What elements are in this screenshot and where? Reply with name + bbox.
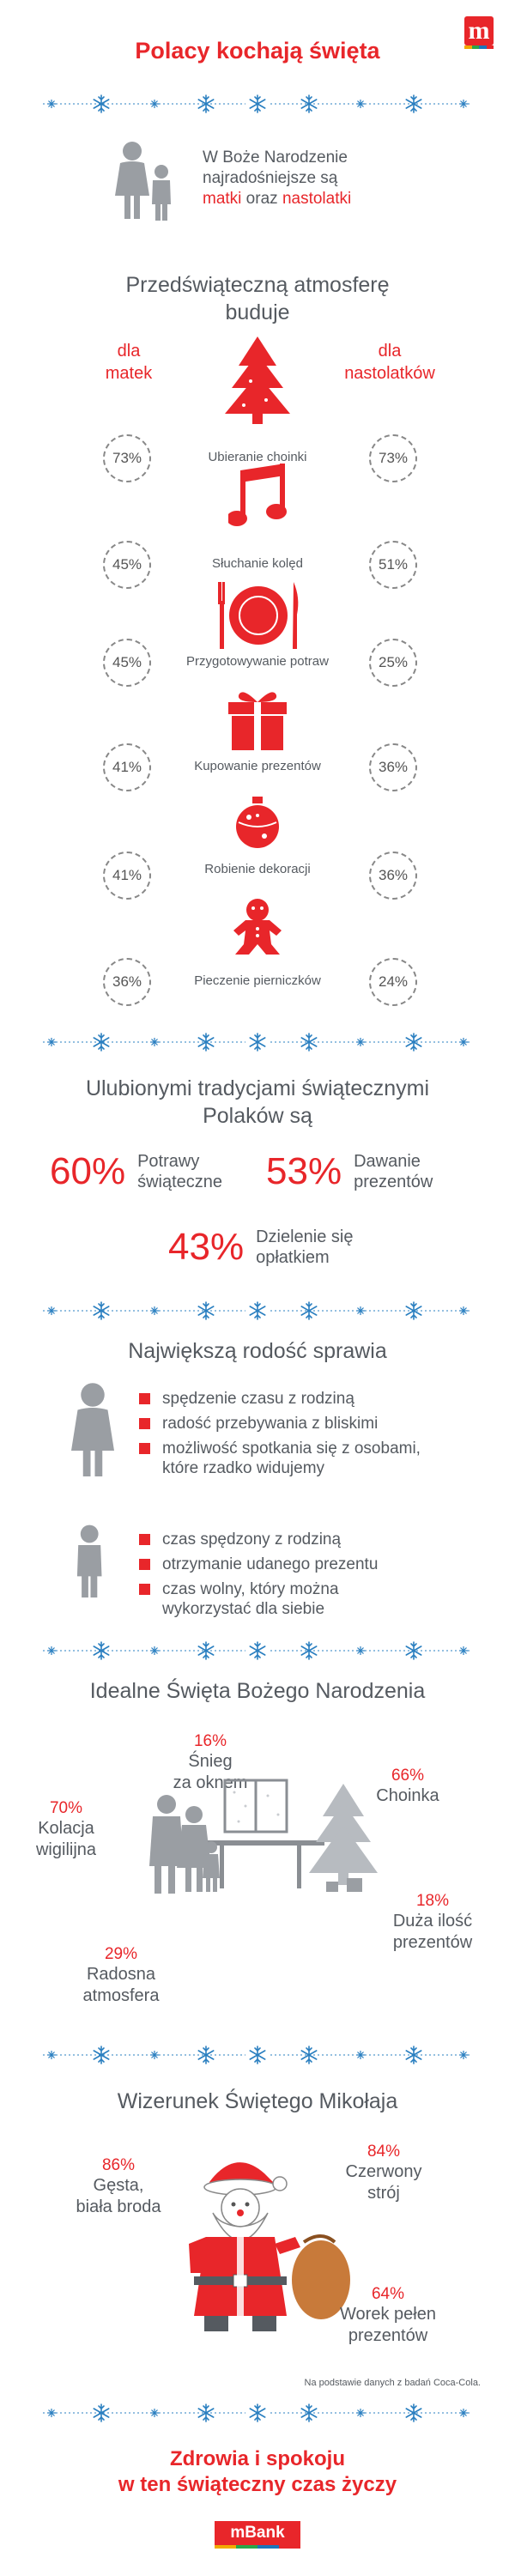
teens-pct-5: 36% bbox=[369, 852, 417, 900]
mothers-pct-2: 45% bbox=[103, 541, 151, 589]
santa-bag: 64% Worek pełen prezentów bbox=[340, 2285, 436, 2345]
ideal-tree: 66% Choinka bbox=[376, 1767, 439, 1805]
plate-cutlery-icon bbox=[218, 582, 299, 649]
footer-logo-stripe bbox=[215, 2545, 300, 2549]
santa-heading: Wizerunek Świętego Mikołaja bbox=[117, 2089, 398, 2113]
snowflake-divider-3 bbox=[43, 1301, 472, 1320]
santa-beard: 86% Gęsta, biała broda bbox=[76, 2156, 161, 2216]
logo-letter: m bbox=[468, 16, 490, 45]
teens-pct-4: 36% bbox=[369, 743, 417, 791]
mothers-joy-list: spędzenie czasu z rodziną radość przebyw… bbox=[139, 1389, 482, 1483]
snowflake-divider-5 bbox=[43, 2046, 472, 2064]
activity-label-5: Robienie dekoracji bbox=[204, 862, 311, 876]
teens-label: dla nastolatków bbox=[344, 342, 435, 383]
teens-pct-1: 73% bbox=[369, 434, 417, 482]
activity-label-6: Pieczenie pierniczków bbox=[194, 973, 321, 988]
brand-name: mBank bbox=[230, 2524, 285, 2542]
intro-line-2: najradośniejsze są bbox=[203, 169, 338, 187]
gift-icon bbox=[228, 692, 287, 750]
source-note: Na podstawie danych z badań Coca-Cola. bbox=[304, 2378, 481, 2388]
ideal-heading: Idealne Święta Bożego Narodzenia bbox=[89, 1679, 426, 1703]
music-note-icon bbox=[228, 464, 287, 526]
christmas-tree-icon bbox=[225, 336, 290, 424]
teens-pct-6: 24% bbox=[369, 958, 417, 1006]
ideal-gifts: 18% Duża ilość prezentów bbox=[392, 1892, 473, 1952]
teens-pct-3: 25% bbox=[369, 639, 417, 687]
snowflake-divider-4 bbox=[43, 1641, 472, 1660]
teens-pct-2: 51% bbox=[369, 541, 417, 589]
snowflake-divider-1 bbox=[43, 94, 472, 113]
mothers-pct-3: 45% bbox=[103, 639, 151, 687]
atmosphere-heading: Przedświąteczną atmosferę buduje bbox=[125, 273, 390, 324]
teen-figure-icon bbox=[76, 1524, 102, 1598]
mothers-label: dla matek bbox=[105, 342, 153, 383]
ideal-mood: 29% Radosna atmosfera bbox=[82, 1945, 160, 2005]
tradition-1: 60% Potrawy świąteczne bbox=[50, 1150, 223, 1192]
activity-label-4: Kupowanie prezentów bbox=[194, 759, 321, 773]
footer-wishes: Zdrowia i spokoju w ten świąteczny czas ż… bbox=[118, 2447, 397, 2496]
intro-text: W Boże Narodzenie najradośniejsze są mat… bbox=[203, 148, 351, 209]
gingerbread-icon bbox=[233, 899, 282, 955]
teens-joy-list: czas spędzony z rodziną otrzymanie udane… bbox=[139, 1530, 482, 1624]
mbank-footer-logo: mBank bbox=[215, 2521, 300, 2545]
snowflake-divider-6 bbox=[43, 2403, 472, 2422]
santa-illustration bbox=[189, 2162, 350, 2331]
bauble-icon bbox=[236, 797, 279, 848]
mother-daughter-icon bbox=[115, 142, 171, 221]
traditions-heading: Ulubionymi tradycjami świątecznymi Polakó… bbox=[85, 1076, 430, 1128]
joy-heading: Największą rodość sprawia bbox=[128, 1339, 387, 1363]
mothers-pct-6: 36% bbox=[103, 958, 151, 1006]
tradition-3: 43% Dzielenie się opłatkiem bbox=[168, 1226, 354, 1268]
santa-suit: 84% Czerwony strój bbox=[345, 2143, 422, 2203]
family-scene-illustration bbox=[149, 1779, 378, 1894]
tradition-2: 53% Dawanie prezentów bbox=[266, 1150, 433, 1192]
mbank-logo: m bbox=[464, 16, 494, 45]
activity-label-3: Przygotowywanie potraw bbox=[186, 654, 329, 669]
logo-stripe bbox=[464, 45, 494, 49]
ideal-snow: 16% Śnieg za oknem bbox=[173, 1732, 248, 1792]
intro-line-3: matki oraz nastolatki bbox=[203, 190, 352, 208]
activity-label-2: Słuchanie kolęd bbox=[212, 556, 303, 571]
mothers-pct-5: 41% bbox=[103, 852, 151, 900]
intro-line-1: W Boże Narodzenie bbox=[203, 148, 348, 167]
mothers-pct-4: 41% bbox=[103, 743, 151, 791]
snowflake-divider-2 bbox=[43, 1033, 472, 1052]
mothers-pct-1: 73% bbox=[103, 434, 151, 482]
ideal-supper: 70% Kolacja wigilijna bbox=[35, 1799, 97, 1859]
activity-label-1: Ubieranie choinki bbox=[208, 450, 307, 464]
mother-figure-icon bbox=[71, 1383, 114, 1476]
page-title: Polacy kochają święta bbox=[135, 38, 380, 64]
